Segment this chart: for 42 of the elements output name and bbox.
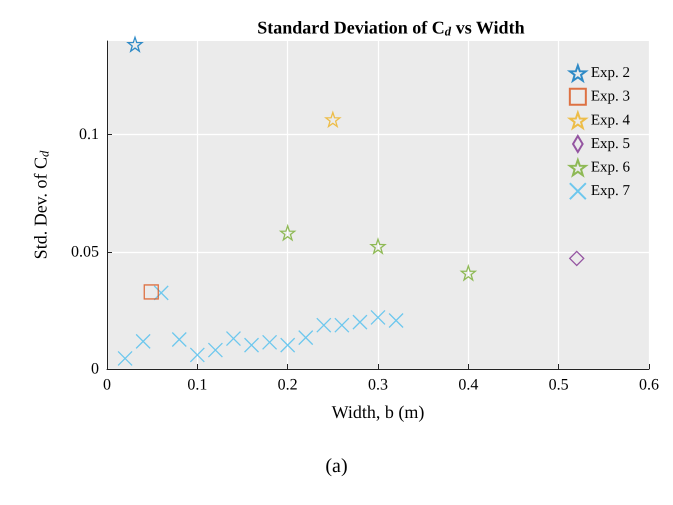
point (190, 347, 205, 363)
point (135, 334, 151, 350)
point (325, 112, 340, 128)
point (280, 337, 296, 353)
text: (a) (325, 455, 348, 477)
point (280, 225, 296, 241)
y-tick-label: 0.1 (79, 126, 99, 144)
point (172, 332, 187, 348)
point (352, 314, 368, 330)
x-tick-label: 0.6 (639, 376, 659, 394)
point (316, 318, 332, 333)
point (388, 312, 404, 328)
x-tick-label: 0.1 (187, 376, 208, 394)
x-tick-label: 0.2 (278, 376, 298, 394)
point (334, 318, 350, 333)
point (460, 265, 476, 281)
point (370, 310, 386, 326)
x-tick-label: 0.5 (548, 376, 569, 394)
legend-label: Exp. 4 (590, 112, 630, 128)
legend-label: Exp. 6 (590, 160, 630, 176)
point (244, 337, 260, 353)
y-tick-label: 0 (91, 360, 99, 378)
point (569, 250, 584, 266)
point (262, 334, 278, 350)
legend-label: Exp. 2 (590, 65, 630, 82)
x-axis-title: Width, b (m) (332, 402, 424, 422)
legend-label: Exp. 5 (590, 136, 630, 152)
y-axis-title: Std. Dev. of Cd (30, 150, 52, 260)
point (127, 36, 143, 52)
point (298, 330, 314, 346)
point (154, 285, 169, 301)
point (208, 342, 224, 358)
y-tick-label: 0.05 (71, 243, 99, 260)
point (144, 284, 159, 300)
legend-label: Exp. 7 (590, 183, 630, 200)
legend-label: Exp. 3 (590, 88, 630, 105)
x-tick-label: 0.3 (368, 376, 388, 394)
point (117, 350, 133, 366)
point (370, 238, 386, 254)
x-tick-label: 0 (103, 376, 111, 394)
x-tick-label: 0.4 (458, 376, 478, 394)
point (226, 330, 242, 346)
